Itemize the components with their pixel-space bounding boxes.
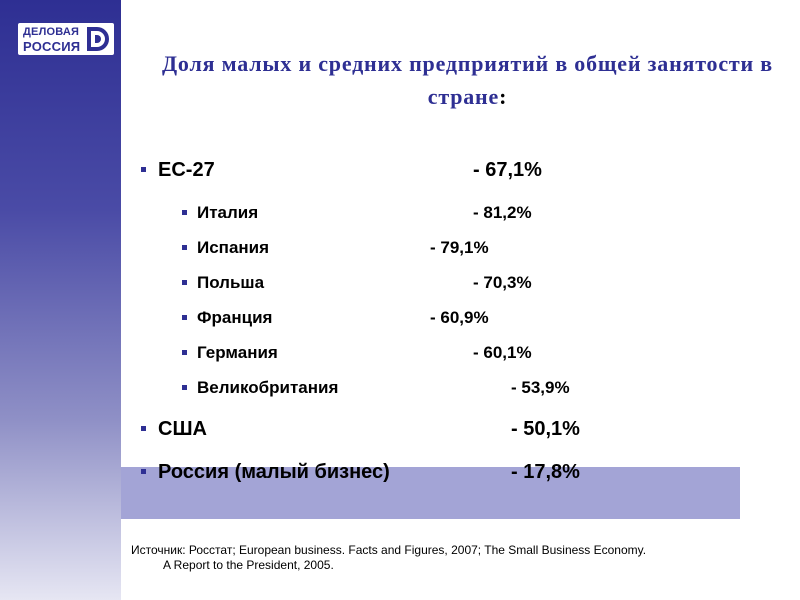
row-value: - 81,2% <box>473 203 532 222</box>
list-item: Италия - 81,2% <box>182 203 532 223</box>
bullet-icon <box>141 167 146 172</box>
slide-title: Доля малых и средних предприятий в общей… <box>140 47 795 113</box>
source-line-2: A Report to the President, 2005. <box>163 558 334 572</box>
title-marker: : <box>499 84 508 109</box>
delovaya-rossiya-logo: ДЕЛОВАЯ РОССИЯ <box>18 23 114 55</box>
row-value: - 79,1% <box>430 238 489 257</box>
source-note: Источник: Росстат; European business. Fa… <box>131 543 751 573</box>
row-label: Италия <box>197 203 259 222</box>
bullet-icon <box>182 385 187 390</box>
row-label: Германия <box>197 343 278 362</box>
list-item: Франция - 60,9% <box>182 308 489 328</box>
list-item: Россия (малый бизнес) - 17,8% <box>141 461 580 484</box>
bullet-icon <box>182 210 187 215</box>
bullet-icon <box>182 245 187 250</box>
row-value: - 60,9% <box>430 308 489 327</box>
row-label: США <box>158 418 207 440</box>
logo-d-icon <box>87 27 109 51</box>
row-label: ЕС-27 <box>158 159 215 181</box>
logo-line-1: ДЕЛОВАЯ <box>23 26 80 38</box>
row-value: - 60,1% <box>473 343 532 362</box>
row-label: Польша <box>197 273 265 292</box>
row-label: Испания <box>197 238 270 257</box>
row-value: - 50,1% <box>511 418 580 440</box>
row-value: - 67,1% <box>473 159 542 181</box>
left-gradient-bar: ДЕЛОВАЯ РОССИЯ <box>0 0 121 600</box>
russia-highlight-band <box>121 467 740 519</box>
bullet-icon <box>141 469 146 474</box>
list-item: Испания - 79,1% <box>182 238 489 258</box>
title-text: Доля малых и средних предприятий в общей… <box>162 51 773 109</box>
list-item: Германия - 60,1% <box>182 343 532 363</box>
row-label: Россия (малый бизнес) <box>158 461 390 483</box>
bullet-icon <box>141 426 146 431</box>
source-line-1: Источник: Росстат; European business. Fa… <box>131 543 647 557</box>
list-item: Польша - 70,3% <box>182 273 532 293</box>
row-label: Великобритания <box>197 378 339 397</box>
bullet-icon <box>182 350 187 355</box>
list-item: США - 50,1% <box>141 418 580 441</box>
bullet-icon <box>182 280 187 285</box>
logo-line-2: РОССИЯ <box>23 39 81 54</box>
row-value: - 53,9% <box>511 378 570 397</box>
row-value: - 70,3% <box>473 273 532 292</box>
row-label: Франция <box>197 308 273 327</box>
list-item: ЕС-27 - 67,1% <box>141 159 542 182</box>
bullet-icon <box>182 315 187 320</box>
list-item: Великобритания - 53,9% <box>182 378 570 398</box>
row-value: - 17,8% <box>511 461 580 483</box>
